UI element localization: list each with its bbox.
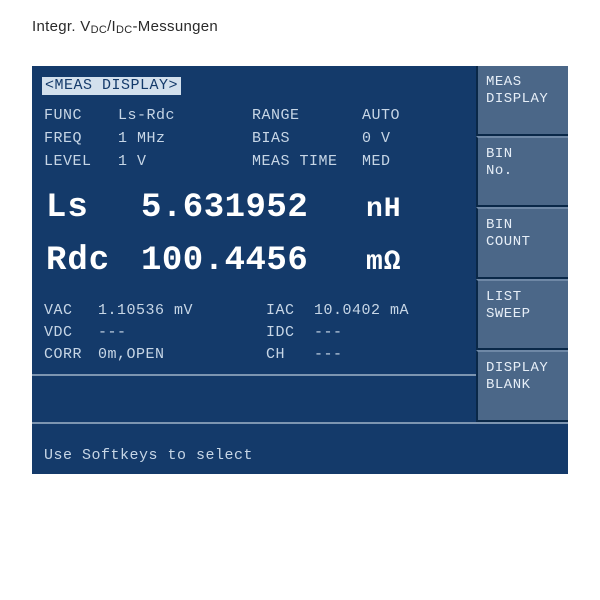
- param-value: 1 MHz: [118, 130, 252, 147]
- sub-value: ---: [314, 346, 468, 363]
- param-label: LEVEL: [44, 153, 118, 170]
- sub-label: CORR: [44, 346, 98, 363]
- image-caption: Integr. VDC/IDC-Messungen: [0, 0, 600, 35]
- reading-value: 5.631952: [141, 189, 366, 227]
- softkey-bin-no[interactable]: BIN No.: [476, 136, 568, 208]
- sub-value: 10.0402 mA: [314, 302, 468, 319]
- softkey-column: MEAS DISPLAY BIN No. BIN COUNT LIST SWEE…: [476, 66, 568, 422]
- param-label: FUNC: [44, 107, 118, 124]
- screen-title: <MEAS DISPLAY>: [42, 77, 181, 95]
- sub-label: VDC: [44, 324, 98, 341]
- param-label: MEAS TIME: [252, 153, 362, 170]
- instrument-screen: <MEAS DISPLAY> FUNC Ls-Rdc RANGE AUTO FR…: [32, 66, 568, 474]
- softkey-meas-display[interactable]: MEAS DISPLAY: [476, 66, 568, 136]
- caption-sub: DC: [91, 24, 108, 36]
- sub-value: 0m,OPEN: [98, 346, 266, 363]
- reading-value: 100.4456: [141, 242, 366, 280]
- sub-label: IAC: [266, 302, 314, 319]
- sub-label: VAC: [44, 302, 98, 319]
- param-row: FUNC Ls-Rdc RANGE AUTO: [44, 104, 468, 127]
- param-label: FREQ: [44, 130, 118, 147]
- param-value: MED: [362, 153, 442, 170]
- reading-name: Rdc: [46, 242, 141, 280]
- primary-reading-2: Rdc 100.4456 mΩ: [46, 242, 466, 280]
- status-bar: Use Softkeys to select: [32, 422, 568, 474]
- softkey-list-sweep[interactable]: LIST SWEEP: [476, 279, 568, 351]
- caption-part: Integr. V: [32, 18, 91, 35]
- param-row: LEVEL 1 V MEAS TIME MED: [44, 150, 468, 173]
- param-value: Ls-Rdc: [118, 107, 252, 124]
- softkey-display-blank[interactable]: DISPLAY BLANK: [476, 350, 568, 422]
- param-value: 0 V: [362, 130, 442, 147]
- param-label: RANGE: [252, 107, 362, 124]
- secondary-readings: VAC 1.10536 mV IAC 10.0402 mA VDC --- ID…: [44, 299, 468, 365]
- parameter-grid: FUNC Ls-Rdc RANGE AUTO FREQ 1 MHz BIAS 0…: [44, 104, 468, 173]
- param-value: AUTO: [362, 107, 442, 124]
- sub-row: VAC 1.10536 mV IAC 10.0402 mA: [44, 299, 468, 321]
- param-label: BIAS: [252, 130, 362, 147]
- reading-unit: nH: [366, 194, 446, 225]
- sub-label: IDC: [266, 324, 314, 341]
- sub-label: CH: [266, 346, 314, 363]
- param-row: FREQ 1 MHz BIAS 0 V: [44, 127, 468, 150]
- sub-value: 1.10536 mV: [98, 302, 266, 319]
- sub-value: ---: [98, 324, 266, 341]
- separator-line: [32, 374, 476, 376]
- param-value: 1 V: [118, 153, 252, 170]
- caption-part: /I: [107, 18, 116, 35]
- softkey-bin-count[interactable]: BIN COUNT: [476, 207, 568, 279]
- reading-name: Ls: [46, 189, 141, 227]
- main-display-area: <MEAS DISPLAY> FUNC Ls-Rdc RANGE AUTO FR…: [32, 66, 476, 422]
- reading-unit: mΩ: [366, 247, 446, 278]
- caption-sub: DC: [116, 24, 133, 36]
- sub-row: CORR 0m,OPEN CH ---: [44, 343, 468, 365]
- caption-part: -Messungen: [133, 18, 219, 35]
- status-text: Use Softkeys to select: [44, 447, 253, 464]
- primary-reading-1: Ls 5.631952 nH: [46, 189, 466, 227]
- sub-row: VDC --- IDC ---: [44, 321, 468, 343]
- sub-value: ---: [314, 324, 468, 341]
